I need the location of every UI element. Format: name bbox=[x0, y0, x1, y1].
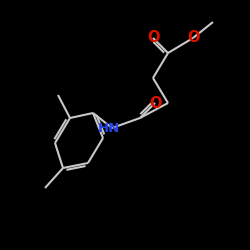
Text: O: O bbox=[187, 30, 199, 46]
Text: O: O bbox=[147, 30, 159, 46]
Text: HN: HN bbox=[98, 122, 120, 134]
Text: O: O bbox=[149, 96, 161, 110]
